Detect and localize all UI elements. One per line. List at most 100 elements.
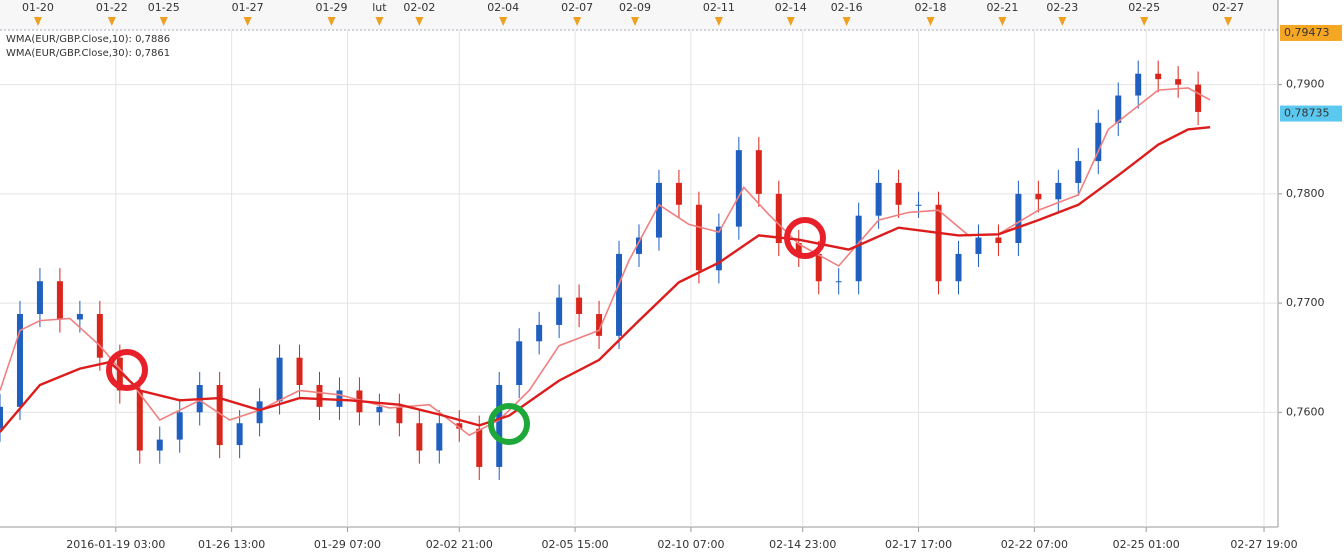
- candle-body: [616, 253, 623, 336]
- price-tag: [1280, 105, 1342, 122]
- candle-body: [376, 406, 383, 413]
- x-tick-label: 02-14 23:00: [769, 538, 836, 551]
- highlight-circle: [784, 217, 826, 259]
- x-tick-label: 02-10 07:00: [657, 538, 724, 551]
- candle-body: [955, 253, 962, 282]
- top-tick-marker: [375, 17, 384, 26]
- candle-body: [835, 281, 842, 283]
- top-tick-label: 02-23: [1046, 1, 1078, 14]
- candle-body: [1095, 122, 1102, 162]
- candle-body: [855, 215, 862, 282]
- legend-entry: WMA(EUR/GBP.Close,10): 0,7886: [6, 34, 170, 45]
- x-tick-label: 02-25 01:00: [1113, 538, 1180, 551]
- top-tick-label: 01-27: [232, 1, 264, 14]
- candle-body: [76, 314, 83, 320]
- top-tick-label: 02-02: [403, 1, 435, 14]
- candle-body: [715, 226, 722, 271]
- candle-body: [436, 423, 443, 451]
- highlight-circle: [106, 349, 148, 391]
- candle-body: [496, 385, 503, 467]
- top-tick-marker: [842, 17, 851, 26]
- candle-body: [636, 237, 642, 254]
- candle-body: [236, 423, 243, 446]
- candle-body: [316, 385, 323, 407]
- top-tick-marker: [998, 17, 1007, 26]
- candle-body: [136, 390, 143, 451]
- y-tick-label: 0,7800: [1286, 187, 1325, 200]
- candle-body: [755, 150, 762, 194]
- y-tick-label: 0,7900: [1286, 78, 1325, 91]
- top-tick-marker: [415, 17, 424, 26]
- x-tick-label: 02-17 17:00: [885, 538, 952, 551]
- candle-body: [1015, 193, 1022, 243]
- candle-body: [1115, 95, 1122, 123]
- top-tick-label: 02-18: [915, 1, 947, 14]
- top-tick-label: 02-04: [487, 1, 519, 14]
- top-axis-band: [0, 0, 1278, 30]
- top-tick-label: 02-25: [1128, 1, 1160, 14]
- top-tick-marker: [499, 17, 508, 26]
- top-tick-marker: [786, 17, 795, 26]
- top-tick-marker: [714, 17, 723, 26]
- candle-body: [176, 412, 183, 440]
- top-tick-label: 01-20: [22, 1, 54, 14]
- y-tick-label: 0,7600: [1286, 405, 1325, 418]
- candle-body: [1035, 193, 1042, 200]
- candle-body: [396, 406, 403, 424]
- candle-body: [975, 237, 982, 254]
- candle-body: [1175, 79, 1182, 85]
- top-tick-label: 02-07: [561, 1, 593, 14]
- candle-body: [675, 182, 682, 205]
- candle-body: [156, 439, 163, 451]
- candle-body: [1195, 84, 1202, 112]
- candle-body: [596, 314, 603, 336]
- candle-body: [576, 297, 583, 314]
- top-tick-label: 01-22: [96, 1, 128, 14]
- candle-body: [16, 314, 23, 407]
- candle-body: [116, 357, 123, 391]
- top-tick-marker: [1224, 17, 1233, 26]
- top-tick-label: lut: [372, 1, 387, 14]
- x-tick-label: 02-05 15:00: [542, 538, 609, 551]
- y-tick-label: 0,7700: [1286, 296, 1325, 309]
- x-tick-label: 2016-01-19 03:00: [66, 538, 165, 551]
- top-tick-label: 02-27: [1212, 1, 1244, 14]
- candle-body: [1075, 161, 1082, 183]
- top-tick-label: 02-16: [831, 1, 863, 14]
- top-tick-marker: [1140, 17, 1149, 26]
- candle-body: [875, 182, 882, 216]
- candle-body: [336, 390, 343, 407]
- top-tick-label: 02-11: [703, 1, 735, 14]
- top-tick-marker: [926, 17, 935, 26]
- candle-body: [995, 237, 1002, 243]
- candle-body: [775, 193, 782, 243]
- candle-body: [935, 204, 942, 282]
- candle-body: [1155, 73, 1162, 80]
- candle-body: [216, 385, 223, 446]
- top-tick-marker: [107, 17, 116, 26]
- candle-body: [556, 297, 563, 325]
- candle-body: [895, 182, 902, 205]
- candle-body: [416, 423, 423, 451]
- candle-body: [1055, 182, 1062, 200]
- x-tick-label: 02-27 19:00: [1230, 538, 1297, 551]
- x-tick-label: 01-29 07:00: [314, 538, 381, 551]
- top-tick-label: 01-25: [148, 1, 180, 14]
- candle-body: [0, 406, 3, 429]
- top-tick-marker: [1058, 17, 1067, 26]
- top-tick-marker: [327, 17, 336, 26]
- top-tick-marker: [243, 17, 252, 26]
- top-tick-marker: [33, 17, 42, 26]
- candle-body: [256, 401, 263, 424]
- candle-body: [516, 341, 523, 385]
- candle-body: [276, 357, 283, 402]
- top-tick-label: 02-21: [986, 1, 1018, 14]
- top-tick-label: 02-09: [619, 1, 651, 14]
- x-tick-label: 02-02 21:00: [426, 538, 493, 551]
- candle-body: [735, 150, 742, 227]
- price-tag: [1280, 24, 1342, 41]
- x-tick-label: 01-26 13:00: [198, 538, 265, 551]
